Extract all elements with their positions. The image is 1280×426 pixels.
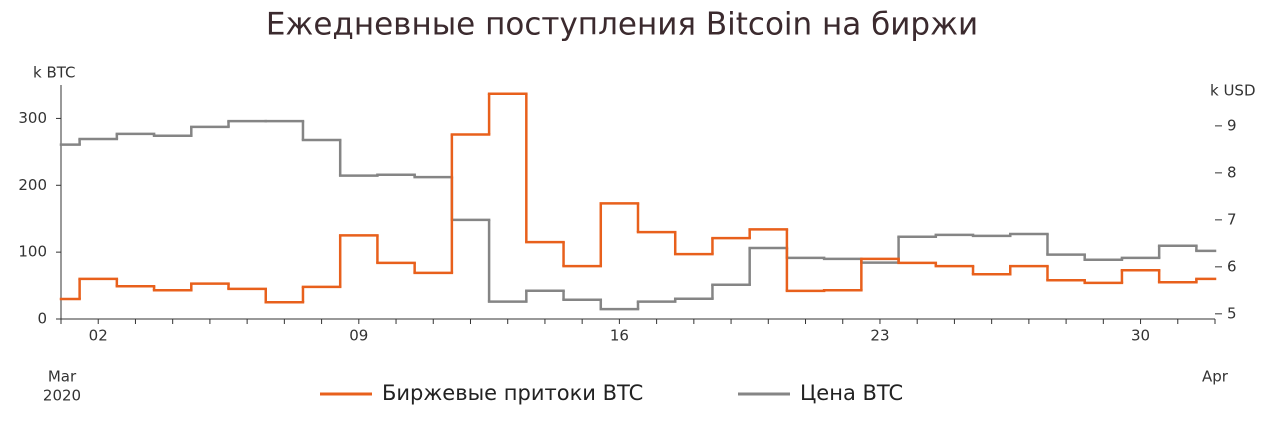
y-tick-label: 0 xyxy=(37,310,47,328)
y2-tick-label: 9 xyxy=(1227,116,1237,134)
y-tick-label: 300 xyxy=(18,109,47,127)
y-tick-label: 200 xyxy=(18,176,47,194)
y2-tick-label: 8 xyxy=(1227,163,1237,181)
y2-unit: k USD xyxy=(1210,82,1256,100)
chart-title: Ежедневные поступления Bitcoin на биржи xyxy=(266,7,978,43)
y-tick-label: 100 xyxy=(18,243,47,261)
y2-tick-label: 7 xyxy=(1227,210,1237,228)
x-end-month: Apr xyxy=(1202,368,1229,386)
legend-label: Цена BTC xyxy=(800,381,903,405)
legend-label: Биржевые притоки BTC xyxy=(382,381,643,405)
y2-tick-label: 6 xyxy=(1227,257,1237,275)
x-tick-label: 02 xyxy=(89,327,108,345)
x-tick-label: 30 xyxy=(1131,327,1150,345)
x-start-month: Mar xyxy=(48,368,77,386)
x-tick-label: 16 xyxy=(610,327,629,345)
y-unit: k BTC xyxy=(33,64,76,82)
x-tick-label: 09 xyxy=(349,327,368,345)
x-start-year: 2020 xyxy=(43,387,81,405)
y2-tick-label: 5 xyxy=(1227,304,1237,322)
x-tick-label: 23 xyxy=(870,327,889,345)
